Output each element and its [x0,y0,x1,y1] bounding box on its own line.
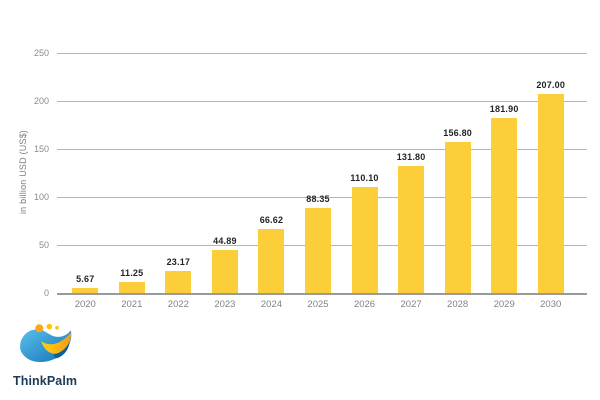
thinkpalm-logo-text: ThinkPalm [13,374,78,388]
bar-value-label-2023: 44.89 [213,235,237,246]
x-tick-label-2030: 2030 [540,299,562,310]
y-tick-label-0: 0 [43,288,49,298]
bar-2023 [211,249,238,293]
bar-2028 [444,142,471,293]
x-tick-label-2023: 2023 [214,299,236,310]
x-tick-label-2025: 2025 [307,299,329,310]
logo-dot-large [35,324,44,333]
x-tick-label-2028: 2028 [447,299,469,310]
gridline-100 [57,197,587,198]
y-tick-label-50: 50 [38,240,49,250]
x-tick-label-2020: 2020 [74,299,96,310]
gridline-200 [57,101,587,102]
y-tick-label-150: 150 [33,144,49,154]
x-tick-label-2021: 2021 [121,299,143,310]
y-tick-label-250: 250 [33,48,49,58]
gridline-150 [57,149,587,150]
bar-2026 [351,187,378,293]
bar-value-label-2024: 66.62 [259,215,284,226]
bar-2029 [491,118,518,293]
bar-value-label-2022: 23.17 [166,256,191,267]
y-tick-label-100: 100 [33,192,49,202]
bar-2022 [165,270,192,293]
logo-dark-tail [53,342,70,359]
logo-dot-small [55,325,59,330]
bar-2030 [537,94,564,293]
bar-value-label-2026: 110.10 [350,173,379,184]
bar-value-label-2021: 11.25 [120,268,144,279]
bar-value-label-2025: 88.35 [306,194,330,205]
bar-2020 [72,287,99,293]
gridline-250 [57,53,587,54]
logo-gold-swoosh [41,332,71,354]
x-tick-label-2027: 2027 [400,299,422,310]
bar-value-label-2029: 181.90 [489,104,519,115]
bar-2021 [118,282,145,293]
bar-2025 [305,208,331,293]
x-tick-label-2024: 2024 [260,299,283,310]
bar-value-label-2028: 156.80 [443,128,472,139]
bar-value-label-2020: 5.67 [76,273,95,284]
bar-value-label-2027: 131.80 [396,152,426,163]
bar-value-label-2030: 207.00 [536,80,566,91]
bar-2024 [258,229,285,293]
thinkpalm-logo: ThinkPalm [13,323,77,388]
x-tick-label-2029: 2029 [493,299,515,310]
logo-dot-medium [46,323,53,330]
x-tick-label-2026: 2026 [353,299,376,310]
x-axis-line [57,293,587,295]
x-tick-label-2022: 2022 [167,299,189,310]
y-tick-label-200: 200 [33,96,49,106]
bar-2027 [398,166,425,293]
thinkpalm-logo-mark [20,323,72,363]
